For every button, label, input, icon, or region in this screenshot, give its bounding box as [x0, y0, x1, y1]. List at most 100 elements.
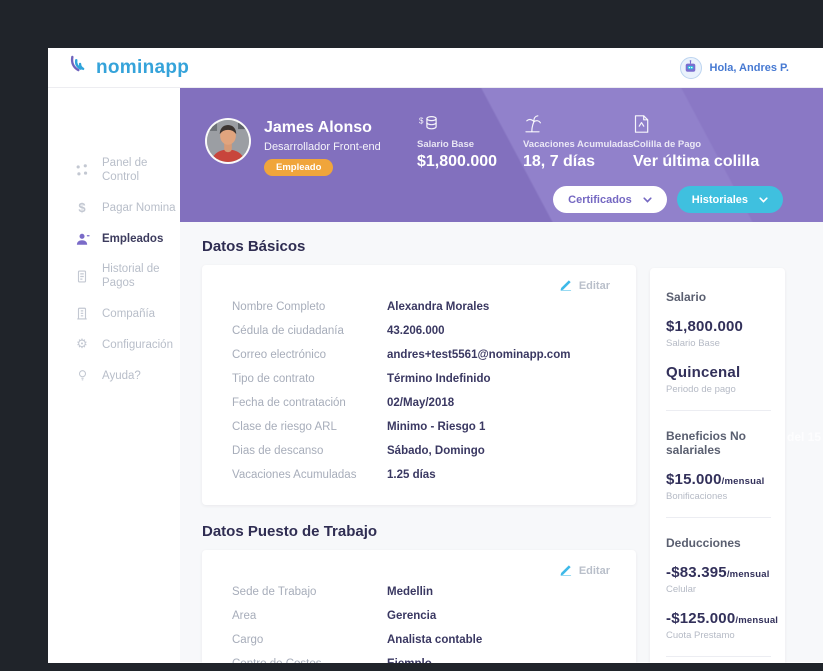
field-row-correo: Correo electrónico andres+test5561@nomin… [232, 343, 612, 367]
employee-profile: James Alonso Desarrollador Front-end Emp… [205, 118, 381, 176]
pencil-icon [560, 563, 573, 579]
certificados-button[interactable]: Certificados [553, 186, 667, 213]
field-label: Nombre Completo [232, 301, 326, 313]
field-label: Vacaciones Acumuladas [232, 469, 357, 481]
sidebar-item-label: Ayuda? [102, 369, 141, 382]
sidebar-item-empleados[interactable]: Empleados [48, 223, 180, 254]
stat-value: $1,800.000 [417, 153, 498, 170]
sidebar-item-label: Pagar Nomina [102, 201, 176, 214]
edit-datos-basicos-link[interactable]: Editar [560, 278, 610, 294]
field-label: Dias de descanso [232, 445, 324, 457]
summary-group-deducciones: Deducciones -$83.395/mensual Celular -$1… [666, 536, 778, 641]
chevron-down-icon [643, 194, 652, 206]
pdf-icon [633, 114, 759, 134]
datos-puesto-card: Editar Sede de Trabajo Medellin Area Ger… [202, 550, 636, 663]
robot-avatar-icon [679, 56, 702, 79]
palm-icon [523, 114, 634, 134]
sidebar-item-label: Historial de Pagos [102, 263, 160, 289]
employee-status-badge: Empleado [264, 159, 334, 176]
certificados-button-label: Certificados [568, 193, 632, 206]
divider [666, 656, 771, 657]
field-value: Medellin [387, 586, 434, 598]
stat-colilla: Colilla de Pago Ver última colilla [633, 114, 759, 171]
employees-icon [74, 231, 90, 246]
field-value: Sábado, Domingo [387, 445, 485, 457]
historiales-button[interactable]: Historiales [676, 186, 783, 213]
employee-name: James Alonso [264, 119, 372, 136]
sidebar-item-pagar-nomina[interactable]: $ Pagar Nomina [48, 192, 180, 223]
edit-label: Editar [578, 280, 610, 292]
field-row-riesgo-arl: Clase de riesgo ARL Minimo - Riesgo 1 [232, 415, 612, 439]
dollar-icon: $ [78, 200, 86, 215]
bulb-icon [74, 368, 90, 383]
divider [666, 410, 771, 411]
field-value: Gerencia [387, 610, 437, 622]
logo-text: nominapp [96, 56, 190, 78]
sidebar-item-label: Configuración [102, 338, 173, 351]
summary-sublabel: Salario Base [666, 338, 720, 349]
summary-group-title: Deducciones [666, 536, 741, 550]
stat-vacaciones: Vacaciones Acumuladas 18, 7 días [523, 114, 634, 171]
summary-column: del 15 Jul Salario $1,800.000 Salario Ba… [650, 236, 823, 663]
field-label: Cargo [232, 634, 264, 646]
coins-icon: $ [417, 114, 497, 134]
field-row-vacaciones: Vacaciones Acumuladas 1.25 días [232, 463, 612, 487]
field-value: 1.25 días [387, 469, 436, 481]
field-label: Centro de Costos [232, 658, 387, 663]
tooltip-fragment: del 15 Jul [787, 430, 823, 444]
historiales-button-label: Historiales [691, 193, 748, 206]
gear-icon: ⚙ [76, 337, 88, 352]
building-icon [74, 306, 90, 321]
datos-basicos-card: Editar Nombre Completo Alexandra Morales… [202, 265, 636, 505]
sidebar-item-historial-de-pagos[interactable]: Historial de Pagos [48, 254, 180, 298]
field-row-nombre-completo: Nombre Completo Alexandra Morales [232, 295, 612, 319]
greeting-text: Hola, Andres P. [709, 61, 789, 74]
field-value: Minimo - Riesgo 1 [387, 421, 486, 433]
summary-sublabel: Periodo de pago [666, 384, 736, 395]
topbar: nominapp Hola, Andres P. [48, 48, 823, 88]
field-row-sede: Sede de Trabajo Medellin [232, 580, 612, 604]
sidebar-item-label: Panel de Control [102, 157, 148, 183]
field-row-fecha-contratacion: Fecha de contratación 02/May/2018 [232, 391, 612, 415]
field-value: andres+test5561@nominapp.com [387, 349, 571, 361]
sidebar: Panel de Control $ Pagar Nomina Empleado… [48, 88, 180, 662]
field-value: Ejemplo [387, 658, 432, 663]
svg-text:$: $ [419, 117, 424, 126]
summary-sublabel: Cuota Prestamo [666, 630, 735, 641]
stat-value: 18, 7 días [523, 153, 596, 170]
nominapp-logo-icon [68, 55, 91, 81]
section-title-datos-puesto: Datos Puesto de Trabajo [202, 523, 378, 540]
sidebar-item-compania[interactable]: Compañía [48, 298, 180, 329]
employee-identity: James Alonso Desarrollador Front-end Emp… [264, 118, 381, 176]
edit-datos-puesto-link[interactable]: Editar [560, 563, 610, 579]
edit-label: Editar [578, 565, 610, 577]
employee-hero: James Alonso Desarrollador Front-end Emp… [180, 88, 823, 222]
detail-column: Datos Básicos Editar [202, 236, 636, 663]
user-menu[interactable]: Hola, Andres P. [679, 56, 789, 79]
stat-salario-base: $ Salario Base $1,800.000 [417, 114, 497, 171]
summary-amount: $1,800.000 [666, 318, 744, 335]
nominapp-logo[interactable]: nominapp [68, 55, 189, 81]
field-value: Término Indefinido [387, 373, 491, 385]
field-label: Clase de riesgo ARL [232, 421, 337, 433]
sidebar-item-ayuda[interactable]: Ayuda? [48, 360, 180, 391]
chevron-down-icon [759, 194, 768, 206]
field-row-cargo: Cargo Analista contable [232, 628, 612, 652]
field-row-cedula: Cédula de ciudadanía 43.206.000 [232, 319, 612, 343]
sidebar-item-panel-de-control[interactable]: Panel de Control [48, 148, 180, 192]
sidebar-item-configuracion[interactable]: ⚙ Configuración [48, 329, 180, 360]
pencil-icon [560, 278, 573, 294]
field-value: Alexandra Morales [387, 301, 490, 313]
divider [666, 517, 771, 518]
summary-group-title: Beneficios No salariales [666, 429, 747, 457]
summary-amount: Quincenal [666, 364, 741, 381]
summary-amount: -$83.395/mensual [666, 564, 770, 581]
field-row-dias-descanso: Dias de descanso Sábado, Domingo [232, 439, 612, 463]
salary-summary-card: Salario $1,800.000 Salario Base Quincena… [650, 268, 785, 663]
sidebar-item-label: Empleados [102, 232, 164, 245]
ver-ultima-colilla-link[interactable]: Ver última colilla [633, 153, 760, 170]
dashboard-icon [74, 163, 90, 178]
stat-label: Vacaciones Acumuladas [523, 139, 634, 150]
stat-label: Salario Base [417, 139, 475, 150]
field-row-tipo-contrato: Tipo de contrato Término Indefinido [232, 367, 612, 391]
